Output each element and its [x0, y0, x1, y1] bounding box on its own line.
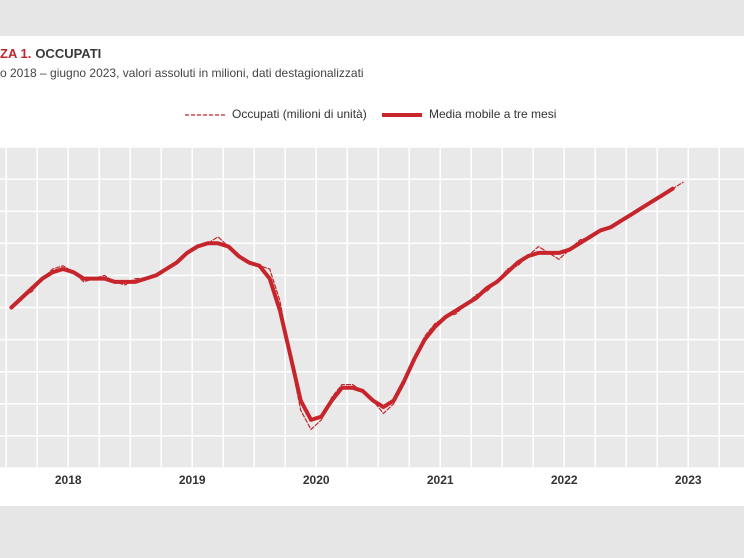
x-tick-label: 2020: [303, 473, 330, 487]
x-tick-label: 2022: [551, 473, 578, 487]
chart-title: ZA 1. OCCUPATI: [0, 46, 101, 61]
x-tick-label: 2023: [675, 473, 702, 487]
data-line: [10, 181, 684, 431]
x-tick-label: 2018: [55, 473, 82, 487]
legend-label: Occupati (milioni di unità): [232, 107, 367, 121]
x-tick-label: 2021: [427, 473, 454, 487]
title-text: OCCUPATI: [35, 46, 101, 61]
title-prefix: ZA 1.: [0, 46, 31, 61]
legend-label: Media mobile a tre mesi: [429, 107, 556, 121]
data-line: [9, 186, 675, 422]
subtitle: o 2018 – giugno 2023, valori assoluti in…: [0, 66, 364, 80]
x-tick-label: 2019: [179, 473, 206, 487]
